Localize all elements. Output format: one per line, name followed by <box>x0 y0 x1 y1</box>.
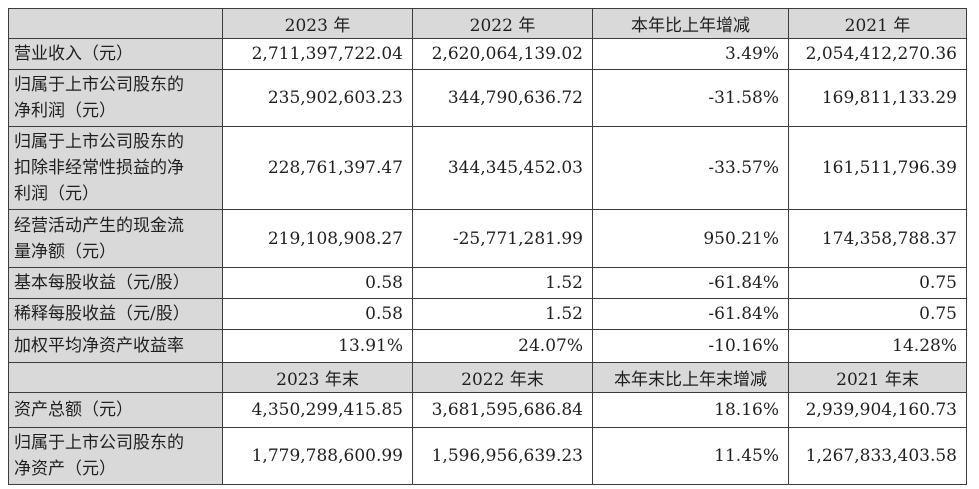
basic-eps-2022: 1.52 <box>412 267 593 299</box>
eop-header-corner <box>8 362 223 393</box>
roe-2022: 24.07% <box>412 329 593 363</box>
total-assets-change: 18.16% <box>592 392 789 428</box>
row-diluted-eps: 稀释每股收益（元/股） 0.58 1.52 -61.84% 0.75 <box>8 298 967 330</box>
row-weighted-avg-roe: 加权平均净资产收益率 13.91% 24.07% -10.16% 14.28% <box>8 329 967 363</box>
net-profit-2023: 235,902,603.23 <box>222 69 413 127</box>
period-header-2023: 2023 年 <box>222 8 413 39</box>
roe-2021: 14.28% <box>788 329 967 363</box>
net-assets-2022: 1,596,956,639.23 <box>412 427 593 485</box>
revenue-2023: 2,711,397,722.04 <box>222 38 413 70</box>
row-operating-cash-flow: 经营活动产生的现金流 量净额（元） 219,108,908.27 -25,771… <box>8 209 967 268</box>
basic-eps-2021: 0.75 <box>788 267 967 299</box>
net-profit-2021: 169,811,133.29 <box>788 69 967 127</box>
eop-header-2022: 2022 年末 <box>412 362 593 393</box>
net-profit-2022: 344,790,636.72 <box>412 69 593 127</box>
net-profit-change: -31.58% <box>592 69 789 127</box>
row-net-assets-attributable: 归属于上市公司股东的 净资产（元） 1,779,788,600.99 1,596… <box>8 427 967 485</box>
diluted-eps-change: -61.84% <box>592 298 789 330</box>
diluted-eps-2022: 1.52 <box>412 298 593 330</box>
eop-header-change: 本年末比上年末增减 <box>592 362 789 393</box>
period-header-corner <box>8 8 223 39</box>
row-revenue: 营业收入（元） 2,711,397,722.04 2,620,064,139.0… <box>8 38 967 70</box>
basic-eps-label: 基本每股收益（元/股） <box>8 267 223 299</box>
total-assets-2022: 3,681,595,686.84 <box>412 392 593 428</box>
diluted-eps-label: 稀释每股收益（元/股） <box>8 298 223 330</box>
revenue-change: 3.49% <box>592 38 789 70</box>
financial-summary-table: 2023 年 2022 年 本年比上年增减 2021 年 营业收入（元） 2,7… <box>8 8 967 485</box>
eop-header-2021: 2021 年末 <box>788 362 967 393</box>
basic-eps-change: -61.84% <box>592 267 789 299</box>
eop-header-2023: 2023 年末 <box>222 362 413 393</box>
revenue-label: 营业收入（元） <box>8 38 223 70</box>
revenue-2021: 2,054,412,270.36 <box>788 38 967 70</box>
period-header-2022: 2022 年 <box>412 8 593 39</box>
cash-flow-2021: 174,358,788.37 <box>788 209 967 268</box>
total-assets-label: 资产总额（元） <box>8 392 223 428</box>
net-profit-excl-2022: 344,345,452.03 <box>412 126 593 210</box>
cash-flow-2022: -25,771,281.99 <box>412 209 593 268</box>
net-assets-label: 归属于上市公司股东的 净资产（元） <box>8 427 223 485</box>
cash-flow-label: 经营活动产生的现金流 量净额（元） <box>8 209 223 268</box>
net-assets-change: 11.45% <box>592 427 789 485</box>
net-profit-excl-change: -33.57% <box>592 126 789 210</box>
row-net-profit-attributable: 归属于上市公司股东的 净利润（元） 235,902,603.23 344,790… <box>8 69 967 127</box>
diluted-eps-2021: 0.75 <box>788 298 967 330</box>
period-header-row: 2023 年 2022 年 本年比上年增减 2021 年 <box>8 8 967 39</box>
net-assets-2021: 1,267,833,403.58 <box>788 427 967 485</box>
net-profit-excl-2021: 161,511,796.39 <box>788 126 967 210</box>
roe-2023: 13.91% <box>222 329 413 363</box>
end-of-period-header-row: 2023 年末 2022 年末 本年末比上年末增减 2021 年末 <box>8 362 967 393</box>
period-header-2021: 2021 年 <box>788 8 967 39</box>
net-profit-excl-label: 归属于上市公司股东的 扣除非经常性损益的净 利润（元） <box>8 126 223 210</box>
total-assets-2023: 4,350,299,415.85 <box>222 392 413 428</box>
roe-label: 加权平均净资产收益率 <box>8 329 223 363</box>
basic-eps-2023: 0.58 <box>222 267 413 299</box>
net-profit-label: 归属于上市公司股东的 净利润（元） <box>8 69 223 127</box>
row-total-assets: 资产总额（元） 4,350,299,415.85 3,681,595,686.8… <box>8 392 967 428</box>
roe-change: -10.16% <box>592 329 789 363</box>
cash-flow-2023: 219,108,908.27 <box>222 209 413 268</box>
net-profit-excl-2023: 228,761,397.47 <box>222 126 413 210</box>
row-basic-eps: 基本每股收益（元/股） 0.58 1.52 -61.84% 0.75 <box>8 267 967 299</box>
row-net-profit-excl-nonrecurring: 归属于上市公司股东的 扣除非经常性损益的净 利润（元） 228,761,397.… <box>8 126 967 210</box>
revenue-2022: 2,620,064,139.02 <box>412 38 593 70</box>
cash-flow-change: 950.21% <box>592 209 789 268</box>
net-assets-2023: 1,779,788,600.99 <box>222 427 413 485</box>
period-header-change: 本年比上年增减 <box>592 8 789 39</box>
diluted-eps-2023: 0.58 <box>222 298 413 330</box>
total-assets-2021: 2,939,904,160.73 <box>788 392 967 428</box>
